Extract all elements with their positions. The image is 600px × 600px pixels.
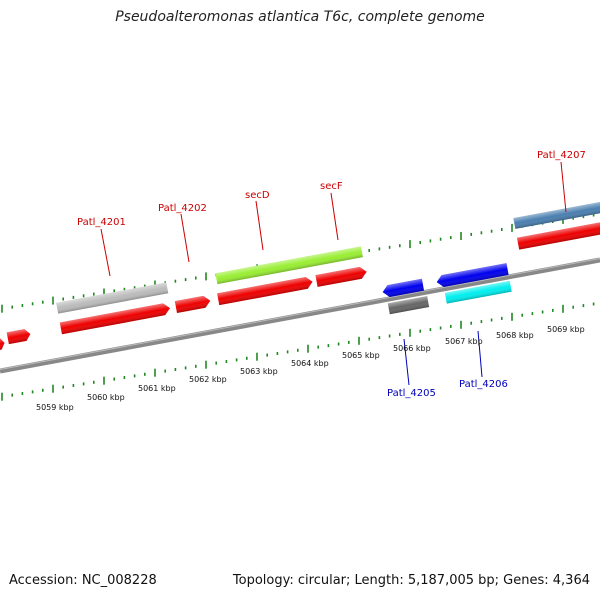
lower-tick-track bbox=[1, 302, 595, 401]
scale-label: 5065 kbp bbox=[342, 351, 380, 360]
scale-label: 5063 kbp bbox=[240, 367, 278, 376]
gene-label-patl-4205[interactable]: Patl_4205 bbox=[387, 388, 436, 399]
scale-label: 5069 kbp bbox=[547, 325, 585, 334]
scale-label: 5059 kbp bbox=[36, 403, 74, 412]
gene-label-secf[interactable]: secF bbox=[320, 181, 343, 192]
scale-label: 5066 kbp bbox=[393, 344, 431, 353]
scale-label: 5067 kbp bbox=[445, 337, 483, 346]
forward-label-leaders bbox=[100, 161, 567, 277]
gene-label-patl-4201[interactable]: Patl_4201 bbox=[77, 217, 126, 228]
scale-label: 5064 kbp bbox=[291, 359, 329, 368]
scale-label: 5060 kbp bbox=[87, 393, 125, 402]
scale-label: 5068 kbp bbox=[496, 331, 534, 340]
scale-label: 5062 kbp bbox=[189, 375, 227, 384]
gene-label-patl-4202[interactable]: Patl_4202 bbox=[158, 203, 207, 214]
reverse-label-leaders bbox=[403, 330, 483, 386]
accession-text: Accession: NC_008228 bbox=[9, 573, 157, 588]
gene-label-patl-4206[interactable]: Patl_4206 bbox=[459, 379, 508, 390]
genome-stats-text: Topology: circular; Length: 5,187,005 bp… bbox=[232, 573, 590, 588]
map-title: Pseudoalteromonas atlantica T6c, complet… bbox=[115, 9, 485, 25]
gene-label-secd[interactable]: secD bbox=[245, 190, 270, 201]
genome-backbone bbox=[0, 257, 600, 374]
scale-label: 5061 kbp bbox=[138, 384, 176, 393]
gene-label-patl-4207[interactable]: Patl_4207 bbox=[537, 150, 586, 161]
